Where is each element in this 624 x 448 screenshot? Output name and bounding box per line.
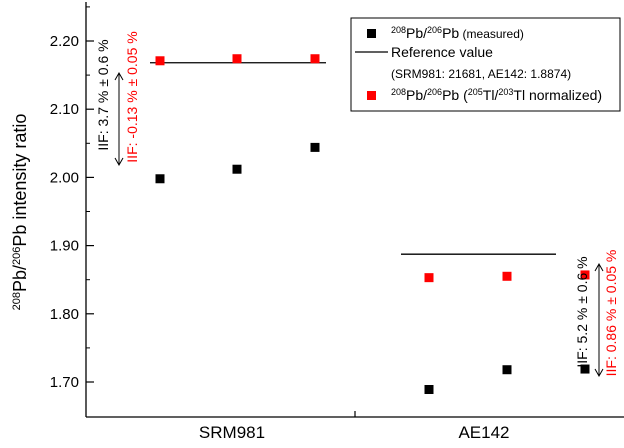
ae-arrow-head-top (594, 262, 604, 272)
legend-normalized-sup2: 206 (427, 87, 442, 97)
legend-normalized-base2: Pb ( (442, 87, 468, 103)
legend-marker-normalized (367, 91, 376, 100)
legend-measured-base1: Pb/ (406, 25, 427, 41)
ae-arrow-head-bottom (594, 368, 604, 378)
y-axis-ticks: 1.70 1.80 1.90 2.00 2.10 2.20 (50, 6, 94, 391)
y-axis-label: 208Pb/206Pb intensity ratio (10, 114, 30, 311)
srm-arrow-head-top (114, 71, 124, 81)
point-normalized-ae142-2 (502, 271, 512, 281)
srm-arrow-head-bottom (114, 157, 124, 167)
legend-normalized-base1: Pb/ (406, 87, 427, 103)
point-measured-ae142-2 (502, 365, 512, 375)
legend-normalized-base4: Tl normalized) (513, 87, 602, 103)
point-measured-srm981-3 (310, 142, 320, 152)
point-normalized-srm981-1 (155, 56, 165, 66)
y-axis-label-sup2: 206 (11, 247, 23, 265)
y-tick-label: 2.10 (50, 101, 79, 118)
legend-measured-sup2: 206 (427, 25, 442, 35)
y-tick-label: 2.00 (50, 169, 79, 186)
legend-box (350, 17, 621, 112)
srm-iif-red-annotation: IIF: -0.13 % ± 0.05 % (124, 31, 140, 162)
legend-normalized-sup4: 203 (498, 87, 513, 97)
legend: 208Pb/206Pb (measured) Reference value (… (350, 17, 621, 112)
legend-measured-suffix: (measured) (459, 27, 524, 41)
legend-marker-measured (367, 29, 376, 38)
legend-measured-sup1: 208 (391, 25, 406, 35)
y-axis-label-base1: Pb/ (10, 265, 30, 292)
ae-iif-black-annotation: IIF: 5.2 % ± 0.6 % (574, 256, 590, 367)
legend-measured-base2: Pb (442, 25, 459, 41)
legend-entry-reference: Reference value (391, 44, 493, 60)
legend-entry-normalized: 208Pb/206Pb (205Tl/203Tl normalized) (391, 87, 602, 103)
point-measured-ae142-1 (424, 385, 434, 395)
point-normalized-ae142-1 (424, 273, 434, 283)
x-category-label-srm981: SRM981 (199, 423, 265, 442)
ae-iif-red-annotation: IIF: 0.86 % ± 0.05 % (603, 250, 619, 377)
srm-iif-black-annotation: IIF: 3.7 % ± 0.6 % (95, 39, 111, 150)
x-category-label-ae142: AE142 (458, 423, 509, 442)
point-measured-srm981-2 (232, 164, 242, 174)
y-axis-label-base2: Pb intensity ratio (10, 114, 30, 247)
point-measured-srm981-1 (155, 174, 165, 184)
point-measured-ae142-3 (580, 364, 590, 374)
y-tick-label: 1.90 (50, 238, 79, 255)
legend-normalized-sup3: 205 (468, 87, 483, 97)
point-normalized-ae142-3 (580, 270, 590, 280)
legend-normalized-base3: Tl/ (483, 87, 499, 103)
legend-normalized-sup1: 208 (391, 87, 406, 97)
y-axis-label-sup1: 208 (11, 292, 23, 310)
point-normalized-srm981-2 (232, 54, 242, 64)
legend-entry-reference-detail: (SRM981: 21681, AE142: 1.8874) (391, 67, 571, 81)
y-tick-label: 1.80 (50, 306, 79, 323)
y-tick-label: 2.20 (50, 33, 79, 50)
data-points (155, 54, 590, 395)
y-tick-label: 1.70 (50, 374, 79, 391)
legend-entry-measured: 208Pb/206Pb (measured) (391, 25, 524, 41)
point-normalized-srm981-3 (310, 54, 320, 64)
